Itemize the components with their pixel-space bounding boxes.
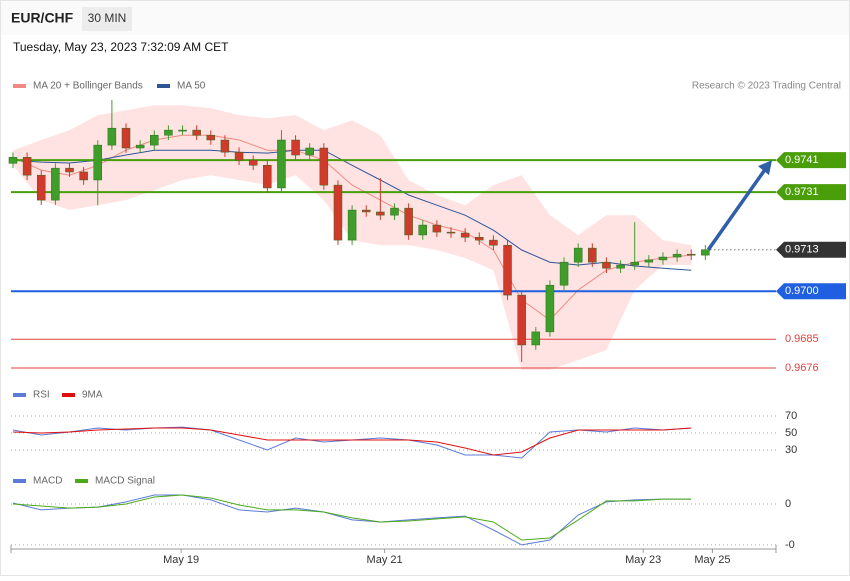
level-box	[776, 283, 846, 300]
y-tick-label: -0	[785, 539, 795, 551]
legend-label: MACD	[33, 476, 62, 487]
candle-body	[319, 147, 329, 186]
x-tick-label: May 23	[625, 554, 661, 566]
candle-body	[291, 139, 300, 156]
candle-body	[150, 134, 159, 146]
candle-body	[333, 184, 343, 241]
level-label: 0.9685	[785, 333, 819, 345]
level-box	[776, 184, 846, 201]
candle-body	[277, 139, 286, 189]
candle-body	[475, 236, 484, 241]
timeframe: 30 MIN	[88, 11, 127, 25]
candle-body	[573, 247, 583, 263]
y-tick-label: 50	[785, 427, 797, 439]
candle-body	[531, 331, 541, 346]
legend-swatch	[13, 84, 26, 88]
credit: Research © 2023 Trading Central	[692, 81, 841, 92]
candle-body	[263, 165, 272, 189]
candle-body	[93, 144, 103, 181]
y-tick-label: 70	[785, 410, 797, 422]
candle-body	[630, 261, 639, 266]
candle-body	[658, 256, 668, 261]
candle-body	[545, 284, 555, 333]
legend-swatch	[13, 479, 26, 483]
legend-swatch	[157, 84, 170, 88]
x-tick-label: May 25	[694, 554, 730, 566]
candle-body	[616, 264, 625, 269]
candle-body	[164, 129, 173, 136]
timeframe-box	[82, 7, 132, 31]
level-label: 0.9700	[785, 285, 819, 297]
series-line	[12, 427, 692, 456]
candle-body	[248, 159, 258, 166]
level-label: 0.9741	[785, 154, 819, 166]
candle-body	[121, 127, 131, 149]
candle-body	[602, 261, 611, 269]
candle-body	[686, 253, 696, 256]
level-box	[776, 152, 846, 169]
candle-body	[517, 294, 526, 346]
legend-swatch	[75, 479, 88, 483]
series-line	[12, 494, 692, 546]
candle-body	[460, 232, 470, 238]
candle-body	[588, 247, 597, 263]
candle-body	[432, 224, 442, 233]
candle-body	[178, 129, 187, 132]
level-box	[776, 241, 846, 258]
forecast-arrow	[706, 167, 768, 251]
candle-body	[22, 157, 32, 176]
candle-body	[446, 231, 456, 234]
legend-swatch	[62, 393, 75, 397]
legend-label: RSI	[33, 390, 50, 401]
candle-body	[418, 224, 427, 236]
candle-body	[234, 151, 244, 161]
candle-body	[135, 144, 145, 149]
candle-body	[701, 249, 710, 256]
header-bar	[1, 1, 849, 35]
legend-swatch	[13, 393, 26, 397]
y-tick-label: 0	[785, 498, 791, 510]
candle-body	[489, 239, 498, 246]
forecast-arrowhead	[758, 160, 772, 176]
timestamp: Tuesday, May 23, 2023 7:32:09 AM CET	[13, 40, 229, 54]
x-tick-label: May 21	[367, 554, 403, 566]
candle-body	[390, 207, 399, 216]
legend-label: MACD Signal	[95, 476, 155, 487]
level-label: 0.9713	[785, 244, 819, 256]
legend-label: MA 20 + Bollinger Bands	[33, 81, 143, 92]
series-line	[12, 494, 692, 541]
symbol: EUR/CHF	[11, 10, 74, 26]
legend-label: MA 50	[177, 81, 206, 92]
candle-body	[65, 167, 74, 173]
candle-body	[79, 171, 88, 181]
candle-body	[36, 174, 46, 201]
candle-body	[503, 244, 512, 296]
candle-body	[220, 139, 230, 153]
candle-body	[8, 157, 18, 164]
candle-body	[305, 147, 314, 156]
candle-body	[206, 134, 216, 141]
candle-body	[107, 127, 117, 146]
candle-body	[361, 209, 371, 213]
candle-body	[376, 211, 385, 216]
level-label: 0.9676	[785, 362, 819, 374]
x-tick-label: May 19	[163, 554, 199, 566]
candle-body	[672, 253, 682, 258]
candle-body	[192, 129, 201, 136]
candle-body	[347, 209, 357, 241]
candle-body	[404, 207, 413, 236]
y-tick-label: 30	[785, 444, 797, 456]
candle-body	[559, 261, 569, 286]
level-label: 0.9731	[785, 186, 819, 198]
candle-body	[644, 259, 654, 263]
candle-body	[51, 167, 60, 201]
legend-label: 9MA	[82, 390, 103, 401]
